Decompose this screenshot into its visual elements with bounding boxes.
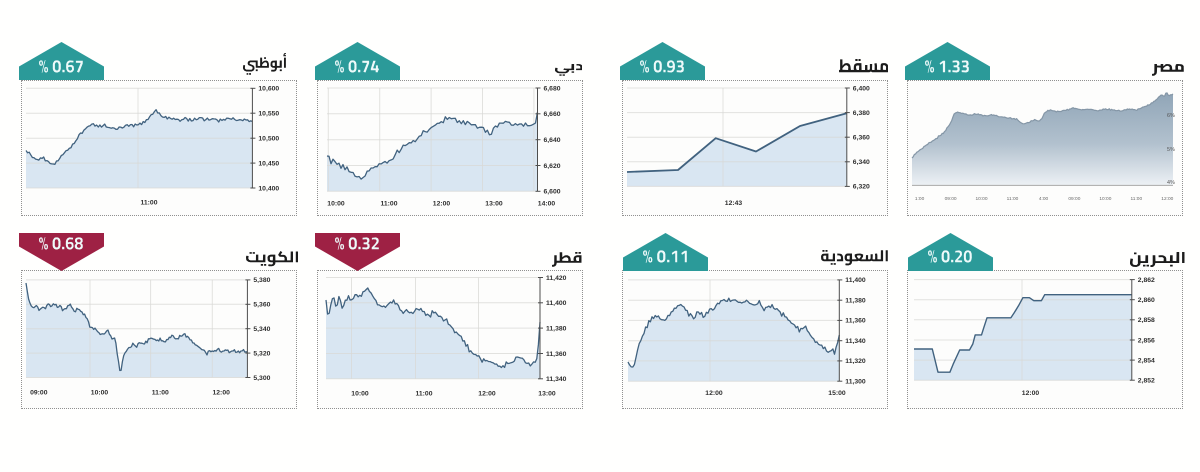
svg-text:10:00: 10:00 (327, 201, 345, 208)
svg-text:11,420: 11,420 (546, 275, 567, 282)
svg-text:10,600: 10,600 (258, 86, 279, 93)
svg-text:6%: 6% (1167, 113, 1175, 119)
svg-text:6,640: 6,640 (544, 137, 561, 144)
svg-text:12:00: 12:00 (1022, 390, 1040, 397)
svg-text:6,360: 6,360 (853, 135, 870, 142)
svg-text:6,600: 6,600 (544, 189, 561, 196)
svg-text:6,320: 6,320 (853, 184, 870, 191)
svg-text:11:00: 11:00 (380, 201, 397, 208)
svg-text:12:43: 12:43 (725, 200, 743, 207)
svg-text:12:00: 12:00 (1161, 196, 1173, 202)
svg-text:11:00: 11:00 (1007, 196, 1019, 202)
svg-text:09:00: 09:00 (945, 196, 957, 202)
svg-text:11,300: 11,300 (845, 379, 866, 386)
svg-text:10,500: 10,500 (258, 136, 279, 143)
svg-text:11,380: 11,380 (845, 298, 866, 305)
svg-text:10:00: 10:00 (351, 391, 369, 398)
svg-text:11,360: 11,360 (845, 318, 866, 325)
svg-text:6,660: 6,660 (544, 111, 561, 118)
svg-text:5,360: 5,360 (253, 302, 270, 309)
svg-text:12:00: 12:00 (705, 390, 723, 397)
svg-text:6,400: 6,400 (853, 85, 870, 92)
svg-text:2,854: 2,854 (1138, 357, 1155, 364)
svg-text:6,620: 6,620 (544, 163, 561, 170)
svg-text:13:00: 13:00 (485, 201, 503, 208)
svg-text:5,320: 5,320 (253, 350, 270, 357)
svg-text:4%: 4% (1167, 180, 1175, 186)
svg-text:11,340: 11,340 (546, 376, 567, 383)
svg-text:10,550: 10,550 (258, 111, 279, 118)
svg-text:5,300: 5,300 (253, 375, 270, 382)
svg-text:11,400: 11,400 (845, 277, 866, 284)
svg-text:10,400: 10,400 (258, 185, 279, 192)
svg-text:5%: 5% (1167, 147, 1175, 153)
svg-text:2,860: 2,860 (1138, 297, 1155, 304)
svg-text:11:00: 11:00 (140, 200, 157, 207)
svg-text:5,380: 5,380 (253, 277, 270, 284)
svg-text:11,340: 11,340 (845, 338, 866, 345)
svg-text:6,680: 6,680 (544, 85, 561, 92)
svg-text:2,862: 2,862 (1138, 277, 1155, 284)
svg-text:13:00: 13:00 (538, 391, 556, 398)
svg-text:2,856: 2,856 (1138, 337, 1155, 344)
svg-text:12:00: 12:00 (433, 201, 451, 208)
svg-text:2,858: 2,858 (1138, 317, 1155, 324)
svg-text:10,450: 10,450 (258, 160, 279, 167)
svg-text:11,380: 11,380 (546, 325, 567, 332)
svg-text:10:00: 10:00 (91, 390, 109, 397)
svg-text:10:00: 10:00 (1099, 196, 1111, 202)
svg-text:09:00: 09:00 (1068, 196, 1080, 202)
svg-text:6,340: 6,340 (853, 159, 870, 166)
svg-text:11,360: 11,360 (546, 351, 567, 358)
svg-text:10:00: 10:00 (975, 196, 987, 202)
svg-text:15:00: 15:00 (828, 390, 846, 397)
svg-text:12:00: 12:00 (478, 391, 496, 398)
svg-text:11,320: 11,320 (845, 358, 866, 365)
svg-text:11:00: 11:00 (415, 391, 432, 398)
svg-text:6,380: 6,380 (853, 110, 870, 117)
svg-text:2,852: 2,852 (1138, 378, 1155, 385)
svg-text:12:00: 12:00 (213, 390, 231, 397)
svg-text:4:00: 4:00 (1039, 196, 1049, 202)
svg-text:1:00: 1:00 (915, 196, 925, 202)
svg-text:11:00: 11:00 (152, 390, 169, 397)
svg-text:14:00: 14:00 (538, 201, 556, 208)
svg-text:09:00: 09:00 (30, 390, 48, 397)
svg-text:11:00: 11:00 (1130, 196, 1142, 202)
svg-text:11,400: 11,400 (546, 300, 567, 307)
svg-text:5,340: 5,340 (253, 326, 270, 333)
